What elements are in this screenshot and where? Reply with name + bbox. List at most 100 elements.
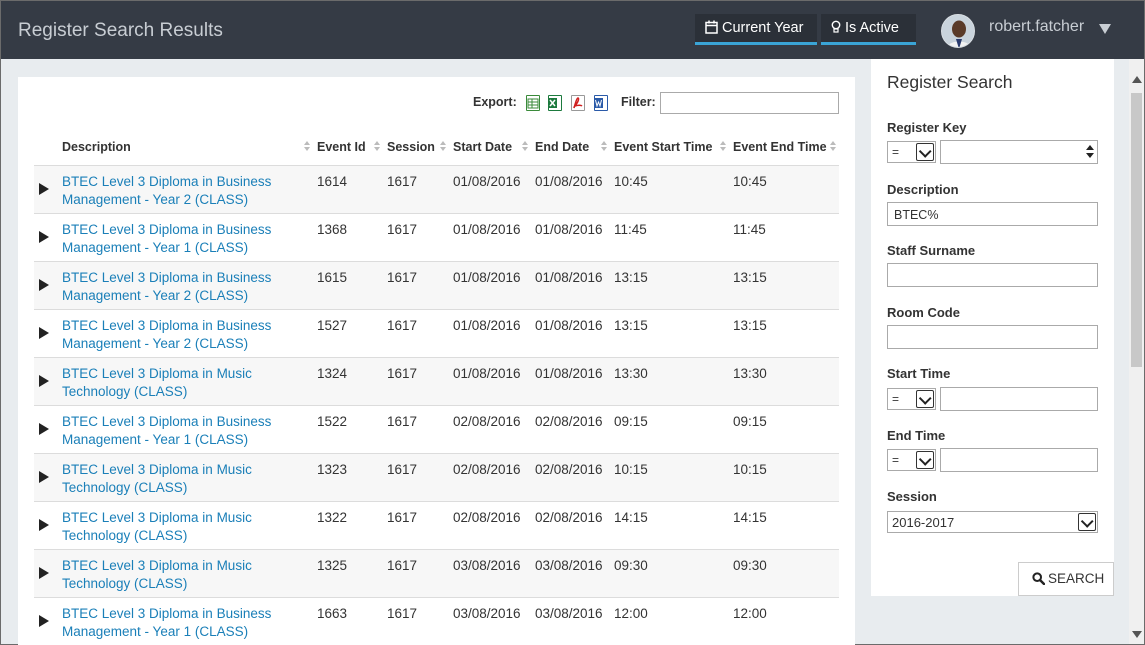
event-id-cell: 1322: [313, 501, 383, 550]
expand-triangle-icon[interactable]: [39, 230, 49, 243]
session-cell: 1617: [383, 501, 449, 550]
description-link[interactable]: BTEC Level 3 Diploma in Music Technology …: [62, 461, 252, 496]
table-row[interactable]: BTEC Level 3 Diploma in Music Technology …: [34, 549, 839, 598]
chevron-down-icon[interactable]: [916, 390, 934, 408]
sort-icon[interactable]: [374, 141, 380, 153]
table-row[interactable]: BTEC Level 3 Diploma in Music Technology …: [34, 501, 839, 550]
search-button[interactable]: SEARCH: [1018, 562, 1114, 596]
table-row[interactable]: BTEC Level 3 Diploma in Business Manageme…: [34, 213, 839, 262]
expand-triangle-icon[interactable]: [39, 566, 49, 579]
description-cell[interactable]: BTEC Level 3 Diploma in Music Technology …: [58, 453, 313, 502]
row-expander[interactable]: [34, 597, 58, 645]
expander-column-header: [34, 129, 58, 166]
description-link[interactable]: BTEC Level 3 Diploma in Music Technology …: [62, 557, 252, 592]
description-link[interactable]: BTEC Level 3 Diploma in Business Manageme…: [62, 605, 272, 640]
description-cell[interactable]: BTEC Level 3 Diploma in Business Manageme…: [58, 597, 313, 645]
chevron-down-icon[interactable]: [1099, 24, 1111, 34]
row-expander[interactable]: [34, 357, 58, 406]
column-header-event-start-time[interactable]: Event Start Time: [610, 129, 729, 166]
description-link[interactable]: BTEC Level 3 Diploma in Business Manageme…: [62, 221, 272, 256]
description-cell[interactable]: BTEC Level 3 Diploma in Business Manageme…: [58, 261, 313, 310]
row-expander[interactable]: [34, 405, 58, 454]
row-expander[interactable]: [34, 309, 58, 358]
start-time-operator-select[interactable]: =: [887, 388, 936, 410]
table-row[interactable]: BTEC Level 3 Diploma in Music Technology …: [34, 453, 839, 502]
table-row[interactable]: BTEC Level 3 Diploma in Business Manageme…: [34, 165, 839, 214]
end-time-input[interactable]: [940, 448, 1098, 472]
expand-triangle-icon[interactable]: [39, 470, 49, 483]
filter-input[interactable]: [660, 92, 839, 114]
sort-icon[interactable]: [522, 141, 528, 153]
expand-triangle-icon[interactable]: [39, 518, 49, 531]
expand-triangle-icon[interactable]: [39, 326, 49, 339]
table-row[interactable]: BTEC Level 3 Diploma in Business Manageme…: [34, 261, 839, 310]
username[interactable]: robert.fatcher: [989, 18, 1085, 35]
table-row[interactable]: BTEC Level 3 Diploma in Business Manageme…: [34, 405, 839, 454]
row-expander[interactable]: [34, 261, 58, 310]
column-header-end-date[interactable]: End Date: [531, 129, 610, 166]
description-cell[interactable]: BTEC Level 3 Diploma in Business Manageme…: [58, 165, 313, 214]
start-time-input[interactable]: [940, 387, 1098, 411]
avatar[interactable]: [941, 14, 975, 48]
expand-triangle-icon[interactable]: [39, 374, 49, 387]
description-link[interactable]: BTEC Level 3 Diploma in Business Manageme…: [62, 317, 272, 352]
row-expander[interactable]: [34, 501, 58, 550]
row-expander[interactable]: [34, 453, 58, 502]
sort-icon[interactable]: [440, 141, 446, 153]
description-link[interactable]: BTEC Level 3 Diploma in Music Technology …: [62, 365, 252, 400]
description-cell[interactable]: BTEC Level 3 Diploma in Business Manageme…: [58, 405, 313, 454]
row-expander[interactable]: [34, 549, 58, 598]
row-expander[interactable]: [34, 165, 58, 214]
description-link[interactable]: BTEC Level 3 Diploma in Music Technology …: [62, 509, 252, 544]
expand-triangle-icon[interactable]: [39, 278, 49, 291]
sort-icon[interactable]: [720, 141, 726, 153]
expand-triangle-icon[interactable]: [39, 614, 49, 627]
session-select[interactable]: 2016-2017: [887, 511, 1098, 533]
current-year-button[interactable]: Current Year: [695, 14, 817, 45]
spinner-icon[interactable]: [1086, 145, 1094, 159]
scroll-up-icon[interactable]: [1132, 76, 1142, 83]
room-code-input[interactable]: [887, 325, 1098, 349]
description-cell[interactable]: BTEC Level 3 Diploma in Music Technology …: [58, 549, 313, 598]
start-date-cell: 03/08/2016: [449, 549, 531, 598]
is-active-button[interactable]: Is Active: [821, 14, 916, 45]
description-input[interactable]: BTEC%: [887, 202, 1098, 226]
chevron-down-icon[interactable]: [916, 451, 934, 469]
excel-icon[interactable]: [548, 95, 562, 111]
column-header-description[interactable]: Description: [58, 129, 313, 166]
page-title: Register Search Results: [18, 20, 223, 41]
description-cell[interactable]: BTEC Level 3 Diploma in Business Manageme…: [58, 213, 313, 262]
page-scrollbar[interactable]: [1129, 59, 1144, 644]
register-key-operator-select[interactable]: =: [887, 141, 936, 163]
pdf-icon[interactable]: [571, 95, 585, 111]
column-header-start-date[interactable]: Start Date: [449, 129, 531, 166]
description-cell[interactable]: BTEC Level 3 Diploma in Music Technology …: [58, 501, 313, 550]
word-icon[interactable]: [594, 95, 608, 111]
end-time-operator-select[interactable]: =: [887, 449, 936, 471]
session-cell: 1617: [383, 549, 449, 598]
description-link[interactable]: BTEC Level 3 Diploma in Business Manageme…: [62, 173, 272, 208]
register-key-input[interactable]: [940, 140, 1098, 164]
scroll-down-icon[interactable]: [1132, 631, 1142, 638]
expand-triangle-icon[interactable]: [39, 182, 49, 195]
sort-icon[interactable]: [601, 141, 607, 153]
description-cell[interactable]: BTEC Level 3 Diploma in Business Manageme…: [58, 309, 313, 358]
table-row[interactable]: BTEC Level 3 Diploma in Business Manageme…: [34, 309, 839, 358]
sort-icon[interactable]: [830, 141, 836, 153]
expand-triangle-icon[interactable]: [39, 422, 49, 435]
excel-icon[interactable]: [526, 95, 540, 111]
description-link[interactable]: BTEC Level 3 Diploma in Business Manageme…: [62, 269, 272, 304]
row-expander[interactable]: [34, 213, 58, 262]
scrollbar-thumb[interactable]: [1131, 93, 1142, 367]
table-row[interactable]: BTEC Level 3 Diploma in Business Manageme…: [34, 597, 839, 645]
sort-icon[interactable]: [304, 141, 310, 153]
table-row[interactable]: BTEC Level 3 Diploma in Music Technology …: [34, 357, 839, 406]
description-cell[interactable]: BTEC Level 3 Diploma in Music Technology …: [58, 357, 313, 406]
chevron-down-icon[interactable]: [916, 143, 934, 161]
chevron-down-icon[interactable]: [1078, 513, 1096, 531]
column-header-session[interactable]: Session: [383, 129, 449, 166]
description-link[interactable]: BTEC Level 3 Diploma in Business Manageme…: [62, 413, 272, 448]
staff-surname-input[interactable]: [887, 263, 1098, 287]
column-header-event-end-time[interactable]: Event End Time: [729, 129, 839, 166]
column-header-event-id[interactable]: Event Id: [313, 129, 383, 166]
